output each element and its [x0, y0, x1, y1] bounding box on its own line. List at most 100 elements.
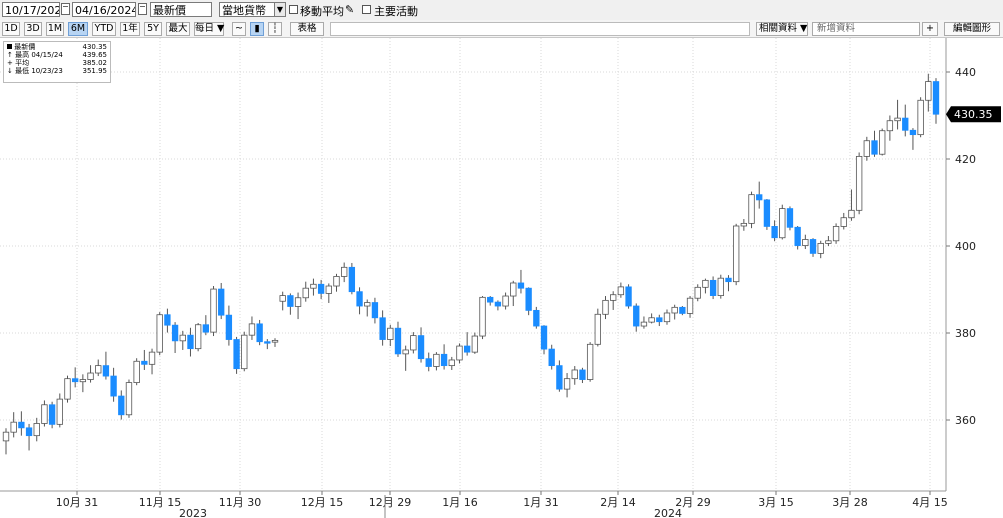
candle-body-down — [548, 348, 555, 367]
period-3d-button[interactable]: 3D — [24, 22, 42, 36]
candle — [456, 343, 463, 364]
calendar-icon[interactable] — [61, 3, 70, 15]
edit-chart-button[interactable]: 編輯圖形 — [944, 22, 1000, 36]
candle-body-down — [72, 378, 79, 383]
key-events-checkbox[interactable] — [362, 5, 371, 14]
legend-swatch — [7, 44, 12, 49]
candle — [771, 220, 778, 242]
related-data-select[interactable]: 相關資料 ▼ — [756, 22, 808, 36]
start-date-field[interactable]: 10/17/2023 — [2, 2, 60, 17]
candle — [817, 240, 824, 259]
candle — [571, 366, 578, 385]
price-type-select[interactable]: 最新價 — [150, 2, 212, 17]
period-1d-button[interactable]: 1D — [2, 22, 20, 36]
candle-body-down — [633, 305, 640, 327]
frequency-select[interactable]: 每日 ▼ — [194, 22, 224, 36]
candle — [502, 292, 509, 310]
bar-chart-icon[interactable]: ┆ — [268, 22, 282, 36]
candle — [756, 181, 763, 209]
candle-body-up — [148, 351, 156, 365]
moving-avg-checkbox[interactable] — [289, 5, 298, 14]
moving-avg-label: 移動平均 — [300, 5, 344, 18]
x-tick-label: 12月 29 — [369, 496, 412, 509]
candle-body-down — [102, 365, 110, 377]
line-chart-icon[interactable]: ~ — [232, 22, 246, 36]
candle-body-down — [463, 345, 471, 353]
price-chart[interactable]: 360 380 400 420 440 10月 31 11月 15 11月 30 12月 15… — [0, 38, 1003, 518]
candle-body-up — [879, 130, 886, 155]
candle-body-up — [863, 140, 870, 157]
candle — [663, 309, 671, 325]
candle — [886, 115, 894, 141]
candle-body-down — [763, 199, 771, 227]
candle — [287, 293, 294, 315]
candle — [909, 128, 917, 150]
period-1y-button[interactable]: 1年 — [120, 22, 140, 36]
key-events-label: 主要活動 — [374, 5, 418, 18]
candle-body-up — [510, 282, 517, 297]
legend-low-name: 最低 — [15, 67, 30, 75]
candle-body-up — [471, 335, 479, 353]
y-tick-label: 400 — [955, 240, 976, 253]
candle-body-down — [371, 302, 379, 319]
year-label: 2023 — [179, 507, 207, 518]
frequency-label: 每日 — [195, 23, 215, 34]
candle-body-up — [702, 279, 709, 288]
candle — [732, 223, 740, 286]
candle-body-up — [410, 335, 417, 351]
candle — [617, 282, 625, 298]
candle — [832, 223, 840, 244]
candle — [425, 352, 432, 372]
candle — [594, 308, 601, 347]
candle-body-down — [202, 324, 210, 333]
candle-body-up — [95, 365, 102, 374]
chevron-down-icon: ▼ — [800, 23, 808, 34]
candle-body-up — [740, 222, 748, 227]
candle-body-up — [732, 225, 740, 283]
period-1m-button[interactable]: 1M — [46, 22, 64, 36]
candle-body-up — [279, 295, 286, 302]
x-tick-label: 11月 30 — [219, 496, 262, 509]
candle-body-down — [171, 324, 179, 342]
candle — [87, 365, 94, 383]
title-field[interactable] — [330, 22, 750, 36]
end-date-field[interactable]: 04/16/2024 — [72, 2, 136, 17]
currency-select[interactable]: 當地貨幣 — [219, 2, 275, 17]
candle — [871, 130, 878, 157]
candle — [41, 400, 48, 427]
candle — [194, 322, 202, 352]
calendar-icon[interactable] — [138, 3, 147, 15]
candlestick-icon[interactable]: ▮ — [250, 22, 264, 36]
candle-body-up — [479, 296, 486, 337]
candle — [72, 367, 79, 388]
candle — [686, 296, 694, 318]
candle — [709, 276, 717, 300]
candle — [171, 322, 179, 354]
candle-body-up — [640, 321, 648, 327]
period-6m-button[interactable]: 6M — [68, 22, 88, 36]
period-max-button[interactable]: 最大 — [166, 22, 190, 36]
candle-body-down — [809, 239, 817, 254]
x-tick-label: 3月 28 — [832, 496, 868, 509]
period-5y-button[interactable]: 5Y — [144, 22, 162, 36]
candle — [517, 269, 525, 294]
candle-body-down — [494, 301, 502, 307]
candle-body-up — [617, 286, 625, 296]
candle-body-up — [832, 226, 840, 242]
new-data-input[interactable]: 新增資料 — [812, 22, 920, 36]
candle — [633, 303, 640, 332]
candle-body-down — [902, 117, 909, 131]
plus-icon[interactable]: + — [922, 22, 938, 36]
candle — [325, 283, 332, 303]
period-ytd-button[interactable]: YTD — [92, 22, 116, 36]
chevron-down-icon[interactable]: ▼ — [274, 2, 286, 17]
candle-body-down — [533, 309, 540, 327]
chevron-down-icon: ▼ — [217, 23, 225, 34]
candle-body-up — [855, 155, 863, 211]
table-button[interactable]: 表格 — [290, 22, 324, 36]
pencil-icon[interactable]: ✎ — [345, 3, 355, 16]
candle — [494, 300, 502, 311]
candle — [118, 390, 125, 420]
candle-body-down — [18, 421, 25, 429]
candle-body-down — [556, 365, 563, 390]
